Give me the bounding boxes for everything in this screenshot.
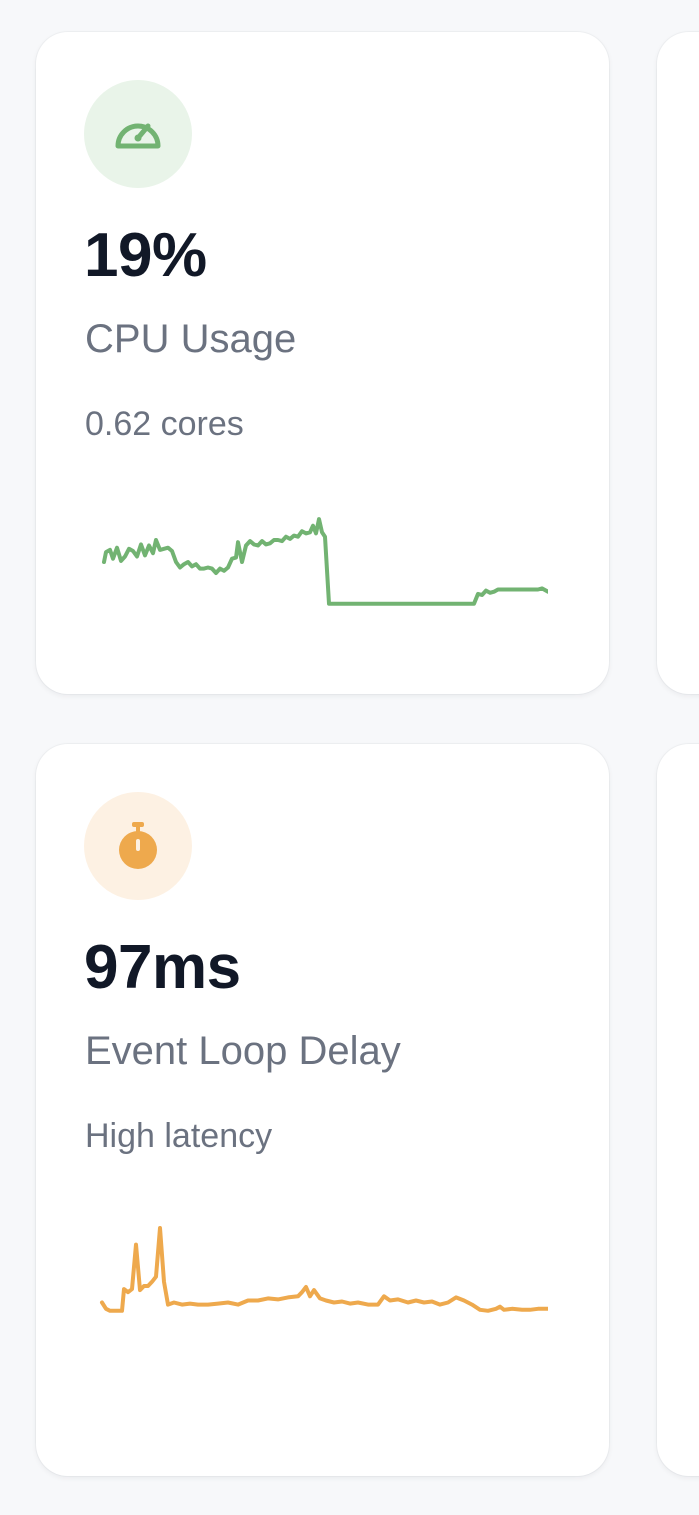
adjacent-card-partial[interactable] bbox=[657, 744, 699, 1476]
speedometer-icon bbox=[115, 123, 161, 149]
cpu-icon-badge bbox=[84, 80, 192, 188]
sparkline-series bbox=[102, 1228, 548, 1311]
event-loop-delay-label: Event Loop Delay bbox=[85, 1029, 401, 1073]
adjacent-card-partial[interactable] bbox=[657, 32, 699, 694]
stopwatch-icon bbox=[119, 822, 157, 869]
event-loop-delay-sparkline bbox=[98, 1222, 548, 1322]
event-loop-icon-badge bbox=[84, 792, 192, 900]
event-loop-delay-subtext: High latency bbox=[85, 1117, 273, 1155]
event-loop-delay-card[interactable]: 97ms Event Loop Delay High latency bbox=[36, 744, 609, 1476]
sparkline-series bbox=[104, 519, 548, 604]
cpu-usage-label: CPU Usage bbox=[85, 317, 297, 361]
event-loop-delay-value: 97ms bbox=[84, 933, 241, 1002]
cpu-usage-value: 19% bbox=[84, 221, 207, 290]
cpu-usage-card[interactable]: 19% CPU Usage 0.62 cores bbox=[36, 32, 609, 694]
cpu-usage-sparkline bbox=[98, 512, 548, 612]
cpu-usage-subtext: 0.62 cores bbox=[85, 405, 244, 443]
